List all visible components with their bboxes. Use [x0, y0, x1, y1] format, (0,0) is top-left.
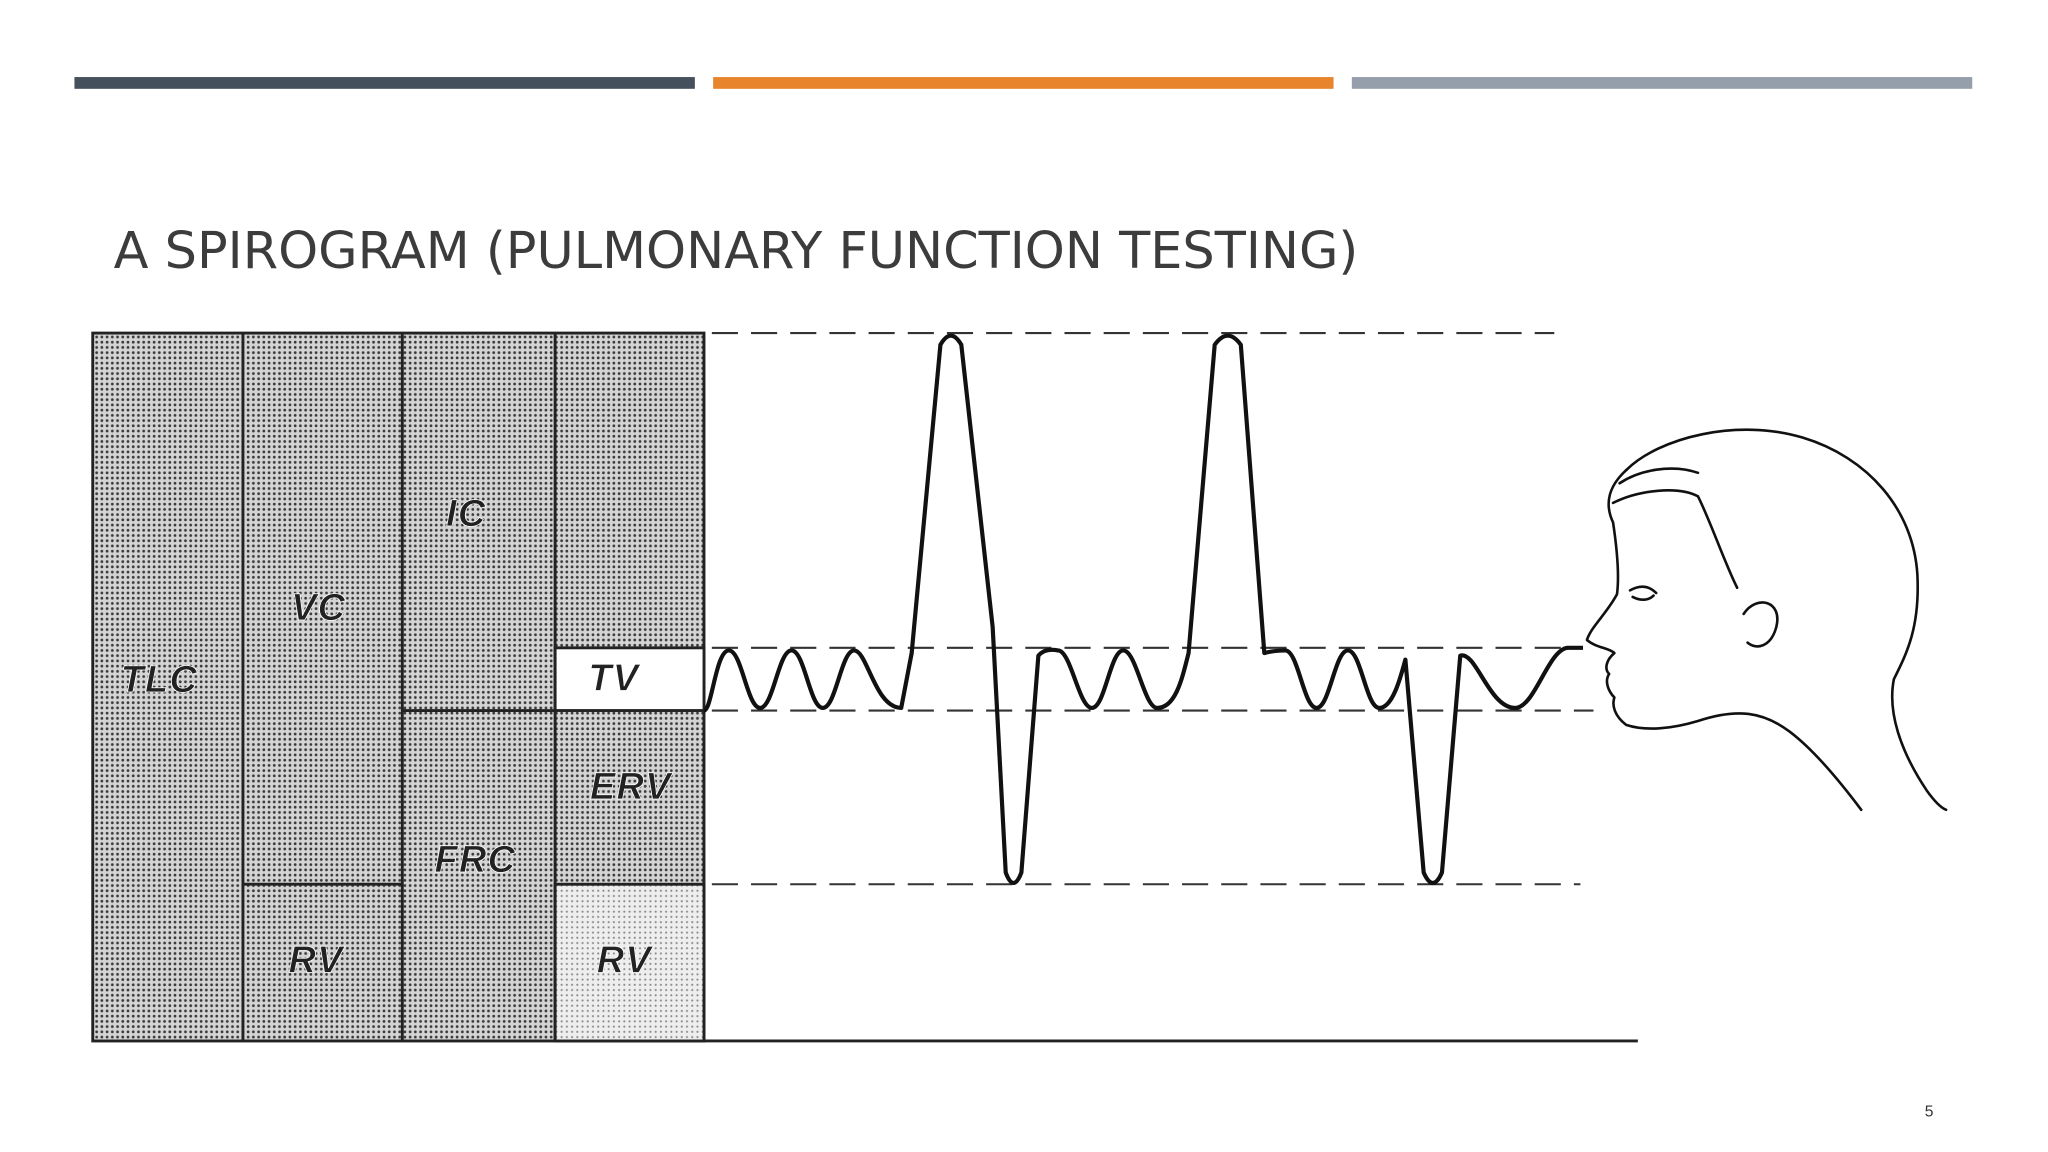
volume-label: RV	[597, 940, 654, 982]
volume-label: TV	[588, 657, 640, 699]
accent-bar	[1351, 77, 1973, 89]
face-profile	[1585, 468, 1863, 812]
eye	[1628, 585, 1658, 601]
volume-label: IC	[446, 493, 486, 535]
slide-title: A SPIROGRAM (PULMONARY FUNCTION TESTING)	[114, 222, 1359, 281]
volume-label: ERV	[590, 766, 673, 808]
accent-bar	[74, 77, 695, 89]
volume-label: FRC	[435, 839, 517, 881]
rv-box	[553, 882, 706, 1043]
hair	[1611, 467, 1739, 590]
tv-box	[553, 646, 706, 712]
spirogram-trace	[702, 333, 1584, 886]
volume-label: RV	[288, 940, 345, 982]
head-outline	[1624, 428, 1948, 812]
accent-bar	[713, 77, 1334, 89]
volume-label: VC	[291, 587, 346, 629]
volume-label: TLC	[121, 659, 199, 701]
page-number: 5	[1925, 1104, 1934, 1121]
ear	[1742, 601, 1779, 648]
